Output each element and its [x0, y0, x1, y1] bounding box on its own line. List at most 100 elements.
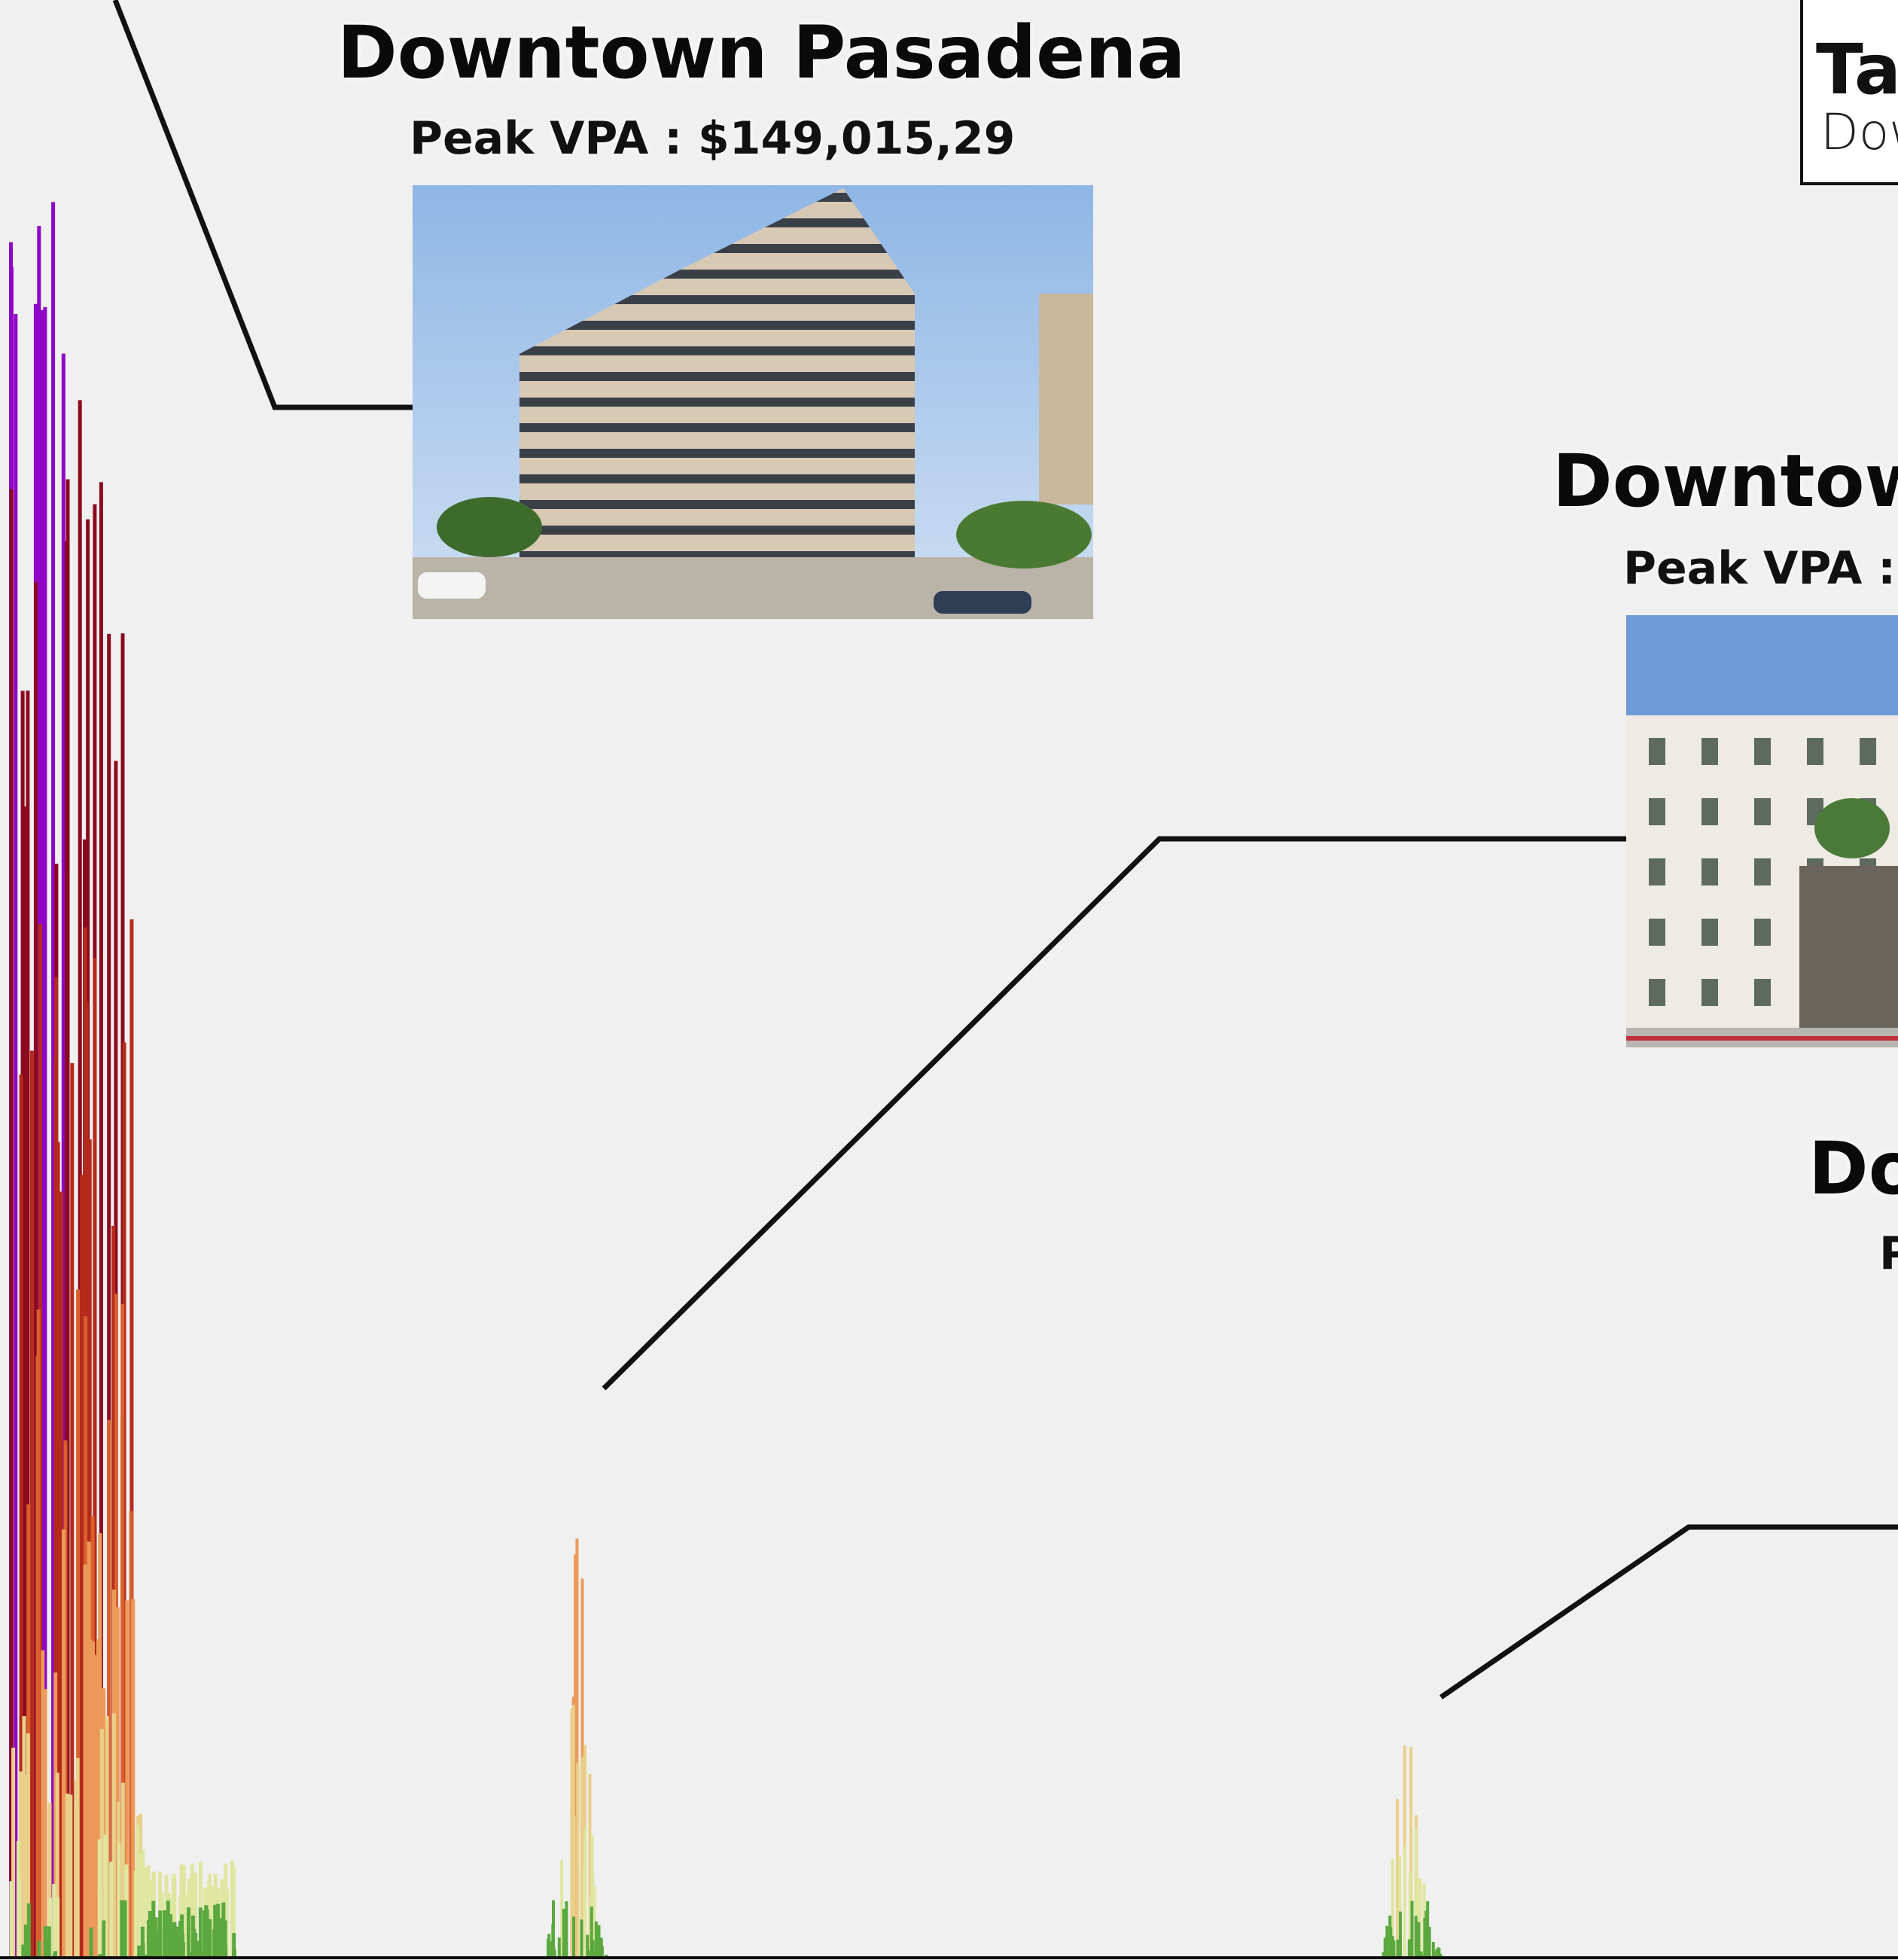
spike	[232, 1933, 236, 1958]
spike	[551, 1924, 555, 1958]
spike	[99, 1729, 104, 1958]
spike	[151, 1923, 155, 1958]
spike	[1382, 1952, 1385, 1958]
spike	[1391, 1858, 1394, 1958]
spike	[140, 1926, 145, 1958]
spike	[120, 1900, 124, 1958]
spike	[1403, 1845, 1406, 1958]
spike	[23, 806, 28, 1958]
spike	[1410, 1901, 1414, 1958]
spike	[172, 1878, 177, 1958]
spike	[166, 1936, 170, 1958]
spike	[1407, 1949, 1411, 1958]
spike	[151, 1953, 155, 1958]
spike	[98, 1954, 102, 1958]
spike	[193, 1932, 198, 1958]
spike	[157, 1932, 161, 1958]
spike	[223, 1920, 227, 1958]
spike	[557, 1937, 561, 1958]
spike	[550, 1948, 554, 1958]
spike	[572, 1916, 575, 1958]
spike	[133, 1870, 138, 1958]
spike	[204, 1919, 209, 1958]
spike	[88, 1639, 93, 1958]
spike	[147, 1919, 151, 1958]
spike	[197, 1940, 201, 1958]
spike	[34, 582, 38, 1958]
spike	[1396, 1939, 1400, 1958]
leader-line	[602, 836, 1626, 1391]
spike	[83, 1564, 87, 1958]
legend-box	[1800, 0, 1898, 185]
spike	[117, 1843, 121, 1958]
spike	[206, 1954, 210, 1958]
spike	[1392, 1940, 1396, 1958]
spike	[598, 1940, 601, 1958]
peak-label: Peak VPA : $149,015,29	[410, 112, 1015, 165]
spike	[23, 1925, 28, 1958]
spike	[51, 202, 56, 1958]
spike	[580, 1919, 583, 1958]
spike	[98, 1895, 102, 1958]
spike	[102, 1920, 106, 1958]
spike	[215, 1950, 219, 1958]
spike	[107, 633, 111, 1958]
spike	[141, 1849, 145, 1958]
spike	[43, 306, 47, 1958]
spike	[212, 1929, 217, 1958]
photo	[1626, 615, 1898, 1047]
spike	[92, 1654, 96, 1958]
spike	[21, 1944, 26, 1958]
spike	[65, 1794, 69, 1958]
spike	[129, 1510, 133, 1958]
spike	[177, 1954, 181, 1958]
spike	[1399, 1911, 1402, 1958]
spike	[99, 482, 103, 1958]
spike	[190, 1864, 194, 1958]
spike	[553, 1950, 556, 1958]
spike	[172, 1933, 176, 1958]
spike	[565, 1901, 568, 1958]
spike	[74, 1809, 78, 1958]
spike	[224, 1945, 228, 1958]
spike	[115, 1607, 120, 1958]
spike	[191, 1947, 196, 1958]
spike	[26, 1733, 30, 1958]
spike	[111, 1713, 116, 1958]
spike	[131, 1599, 136, 1958]
spike	[1396, 1799, 1400, 1958]
spike	[170, 1952, 175, 1958]
spike	[549, 1952, 553, 1958]
spike	[19, 1074, 23, 1958]
spike	[1388, 1949, 1392, 1958]
spike	[593, 1951, 596, 1958]
spike	[1414, 1916, 1418, 1958]
spike	[179, 1945, 184, 1958]
spike	[590, 1907, 593, 1958]
spike	[59, 1191, 63, 1958]
spike	[1389, 1927, 1393, 1958]
spike	[9, 1881, 14, 1958]
spike	[69, 1794, 73, 1958]
spike	[55, 1773, 59, 1958]
spike	[575, 1538, 579, 1958]
spike	[52, 1884, 56, 1958]
spike	[41, 1650, 45, 1958]
spike	[1431, 1942, 1435, 1958]
spike	[29, 1050, 34, 1958]
area-title: Do	[1808, 1126, 1898, 1211]
spike	[1409, 1747, 1413, 1958]
spike	[103, 1834, 108, 1958]
spike	[145, 1867, 149, 1958]
spike	[591, 1940, 595, 1958]
spike	[231, 1867, 236, 1958]
spike	[61, 353, 66, 1958]
spike	[572, 1815, 576, 1958]
peak-label: P	[1879, 1227, 1898, 1280]
spike	[137, 1945, 142, 1958]
spike	[1408, 1873, 1412, 1958]
spike	[203, 1952, 207, 1958]
spike	[588, 1773, 592, 1958]
spike	[220, 1935, 224, 1958]
spike	[169, 1914, 172, 1958]
